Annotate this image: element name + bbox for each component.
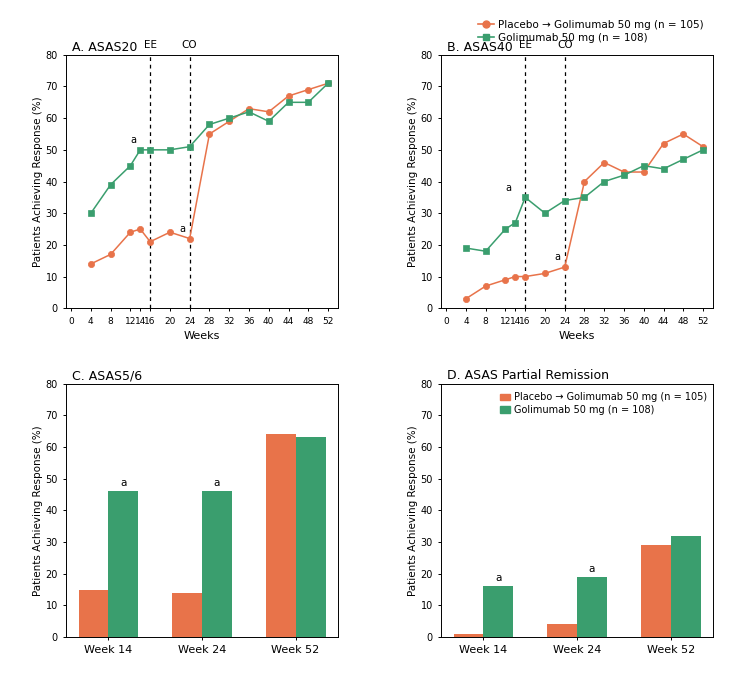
Y-axis label: Patients Achieving Response (%): Patients Achieving Response (%) — [32, 425, 43, 596]
Bar — [295, 438, 326, 637]
Bar — [453, 634, 484, 637]
Bar — [109, 491, 138, 637]
Text: CO: CO — [182, 40, 198, 50]
Text: a: a — [495, 573, 502, 583]
Text: a: a — [506, 183, 512, 192]
Text: C. ASAS5/6: C. ASAS5/6 — [71, 369, 142, 382]
Bar — [577, 577, 607, 637]
X-axis label: Weeks: Weeks — [559, 331, 595, 341]
Bar — [79, 590, 109, 637]
Text: D. ASAS Partial Remission: D. ASAS Partial Remission — [447, 369, 609, 382]
Text: a: a — [121, 477, 126, 488]
Bar — [172, 593, 202, 637]
Text: a: a — [555, 252, 561, 262]
X-axis label: Weeks: Weeks — [184, 331, 220, 341]
Text: EE: EE — [519, 40, 531, 50]
Legend: Placebo → Golimumab 50 mg (n = 105), Golimumab 50 mg (n = 108): Placebo → Golimumab 50 mg (n = 105), Gol… — [474, 16, 708, 47]
Bar — [641, 545, 670, 637]
Text: a: a — [180, 224, 186, 234]
Text: A. ASAS20: A. ASAS20 — [71, 40, 137, 53]
Text: B. ASAS40: B. ASAS40 — [447, 40, 512, 53]
Bar — [484, 586, 514, 637]
Bar — [547, 625, 577, 637]
Y-axis label: Patients Achieving Response (%): Patients Achieving Response (%) — [408, 96, 417, 267]
Text: a: a — [589, 564, 595, 574]
Bar — [202, 491, 232, 637]
Text: a: a — [214, 477, 220, 488]
Text: CO: CO — [557, 40, 573, 50]
Legend: Placebo → Golimumab 50 mg (n = 105), Golimumab 50 mg (n = 108): Placebo → Golimumab 50 mg (n = 105), Gol… — [496, 388, 711, 419]
Y-axis label: Patients Achieving Response (%): Patients Achieving Response (%) — [32, 96, 43, 267]
Y-axis label: Patients Achieving Response (%): Patients Achieving Response (%) — [408, 425, 417, 596]
Text: a: a — [130, 135, 136, 145]
Bar — [265, 434, 295, 637]
Bar — [670, 536, 700, 637]
Text: EE: EE — [143, 40, 157, 50]
